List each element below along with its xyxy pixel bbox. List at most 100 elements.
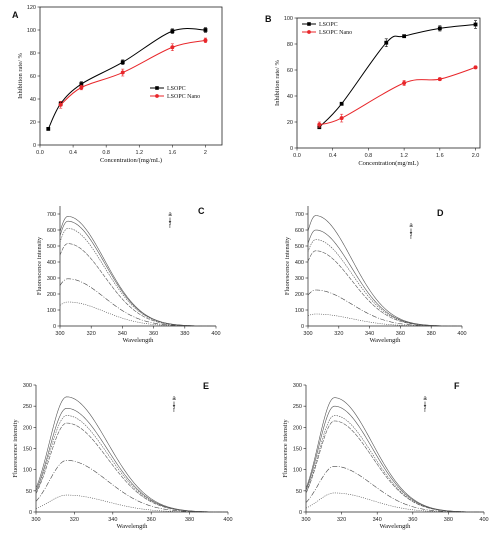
x-tick-label: 1.6 — [436, 153, 444, 159]
data-point — [170, 29, 175, 34]
y-axis-label: Fluorescence intensity — [12, 419, 19, 478]
data-point — [384, 40, 389, 45]
legend-marker — [307, 30, 311, 34]
legend: LSOPC LSOPC Nano — [302, 22, 352, 36]
x-tick-label: 400 — [223, 517, 232, 523]
y-tick-label: 400 — [47, 260, 56, 266]
y-tick-label: 300 — [23, 383, 32, 389]
spectrum-line — [307, 215, 462, 327]
y-tick-label: 20 — [30, 120, 36, 126]
spectrum-line — [59, 220, 216, 327]
data-point — [402, 81, 407, 85]
spectrum-line — [59, 228, 216, 327]
annotation-start: a — [409, 223, 413, 229]
y-tick-label: 200 — [293, 425, 302, 431]
data-point — [203, 28, 208, 32]
x-axis-label: Wavelength — [117, 523, 149, 530]
panel-c: 300 320 340 360 380 400 0 100 200 300 400 500 600 700… — [36, 206, 221, 344]
x-tick-label: 1.2 — [135, 150, 143, 156]
y-tick-label: 250 — [23, 404, 32, 410]
y-tick-label: 60 — [30, 74, 36, 80]
y-axis-label: Inhibition rate/ % — [274, 59, 281, 105]
data-point — [203, 38, 208, 43]
x-tick-label: 360 — [149, 331, 158, 337]
x-tick-label: 0.0 — [36, 150, 44, 156]
annotation-arrowhead — [172, 405, 176, 408]
series-lsopc — [46, 27, 208, 131]
y-tick-label: 600 — [295, 228, 304, 234]
spectrum-line — [59, 278, 216, 327]
panel-label: D — [437, 208, 444, 218]
x-tick-label: 360 — [147, 517, 156, 523]
x-tick-label: 0.8 — [102, 150, 110, 156]
x-tick-label: 320 — [334, 331, 343, 337]
panel-f: 300 320 340 360 380 400 0 50 100 150 200 250 300 Wave… — [282, 381, 489, 530]
panel-a: 0.0 0.4 0.8 1.2 1.6 2020406080100120Concentra… — [12, 5, 223, 164]
annotation-arrowhead — [168, 221, 172, 224]
data-point — [120, 60, 125, 65]
x-tick-label: 300 — [55, 331, 64, 337]
spectrum-line — [305, 415, 484, 513]
data-point — [79, 82, 84, 86]
y-tick-label: 100 — [293, 468, 302, 474]
y-tick-label: 120 — [27, 5, 36, 11]
y-tick-label: 50 — [26, 489, 32, 495]
annotation-end: f — [424, 408, 426, 414]
x-tick-label: 0.4 — [69, 150, 77, 156]
y-tick-label: 60 — [287, 68, 293, 74]
y-tick-label: 80 — [30, 51, 36, 57]
series-order-annotation: af — [168, 212, 172, 230]
spectrum-line — [307, 239, 462, 327]
series-lsopc-nano — [317, 65, 478, 128]
x-tick-label: 300 — [31, 517, 40, 523]
spectrum-line — [35, 460, 228, 513]
x-axis-label: Concentration(mg/mL) — [358, 160, 418, 167]
series-order-annotation: af — [172, 396, 176, 414]
y-tick-label: 50 — [296, 489, 302, 495]
y-tick-label: 300 — [293, 383, 302, 389]
x-tick-label: 360 — [408, 517, 417, 523]
annotation-arrowhead — [409, 232, 413, 235]
spectrum-line — [305, 397, 485, 513]
y-tick-label: 200 — [295, 292, 304, 298]
x-tick-label: 0.8 — [365, 153, 373, 159]
data-point — [473, 65, 478, 70]
spectrum-line — [59, 301, 216, 327]
data-point — [46, 127, 51, 131]
x-tick-label: 380 — [427, 331, 436, 337]
x-tick-label: 380 — [185, 517, 194, 523]
spectrum-line — [35, 422, 229, 513]
y-tick-label: 150 — [23, 447, 32, 453]
x-tick-label: 340 — [373, 517, 382, 523]
data-point — [402, 34, 407, 39]
y-axis-label: Fluorescence intensity — [36, 236, 43, 295]
y-tick-label: 100 — [23, 468, 32, 474]
data-point — [79, 85, 84, 90]
y-tick-label: 100 — [284, 16, 293, 22]
legend-label: LSOPC Nano — [167, 94, 200, 100]
x-tick-label: 1.6 — [169, 150, 177, 156]
x-axis-label: Wavelength — [380, 523, 412, 530]
panel-label: E — [203, 381, 209, 391]
y-tick-label: 40 — [30, 97, 36, 103]
y-tick-label: 20 — [287, 120, 293, 126]
x-tick-label: 400 — [457, 331, 466, 337]
data-point — [170, 45, 175, 50]
data-point — [473, 22, 478, 27]
spectrum-line — [307, 289, 462, 327]
y-tick-label: 600 — [47, 228, 56, 234]
plot-frame — [296, 17, 481, 149]
y-tick-label: 100 — [295, 308, 304, 314]
y-tick-label: 0 — [33, 143, 36, 149]
y-tick-label: 700 — [47, 212, 56, 218]
series-line — [318, 24, 476, 128]
y-tick-label: 0 — [299, 510, 302, 516]
x-tick-label: 380 — [444, 517, 453, 523]
spectrum-line — [307, 250, 462, 327]
x-tick-label: 360 — [396, 331, 405, 337]
spectrum-line — [35, 415, 228, 513]
annotation-end: f — [169, 224, 171, 230]
series-lsopc-nano — [58, 37, 208, 109]
data-point — [317, 122, 322, 127]
data-point — [58, 102, 63, 107]
